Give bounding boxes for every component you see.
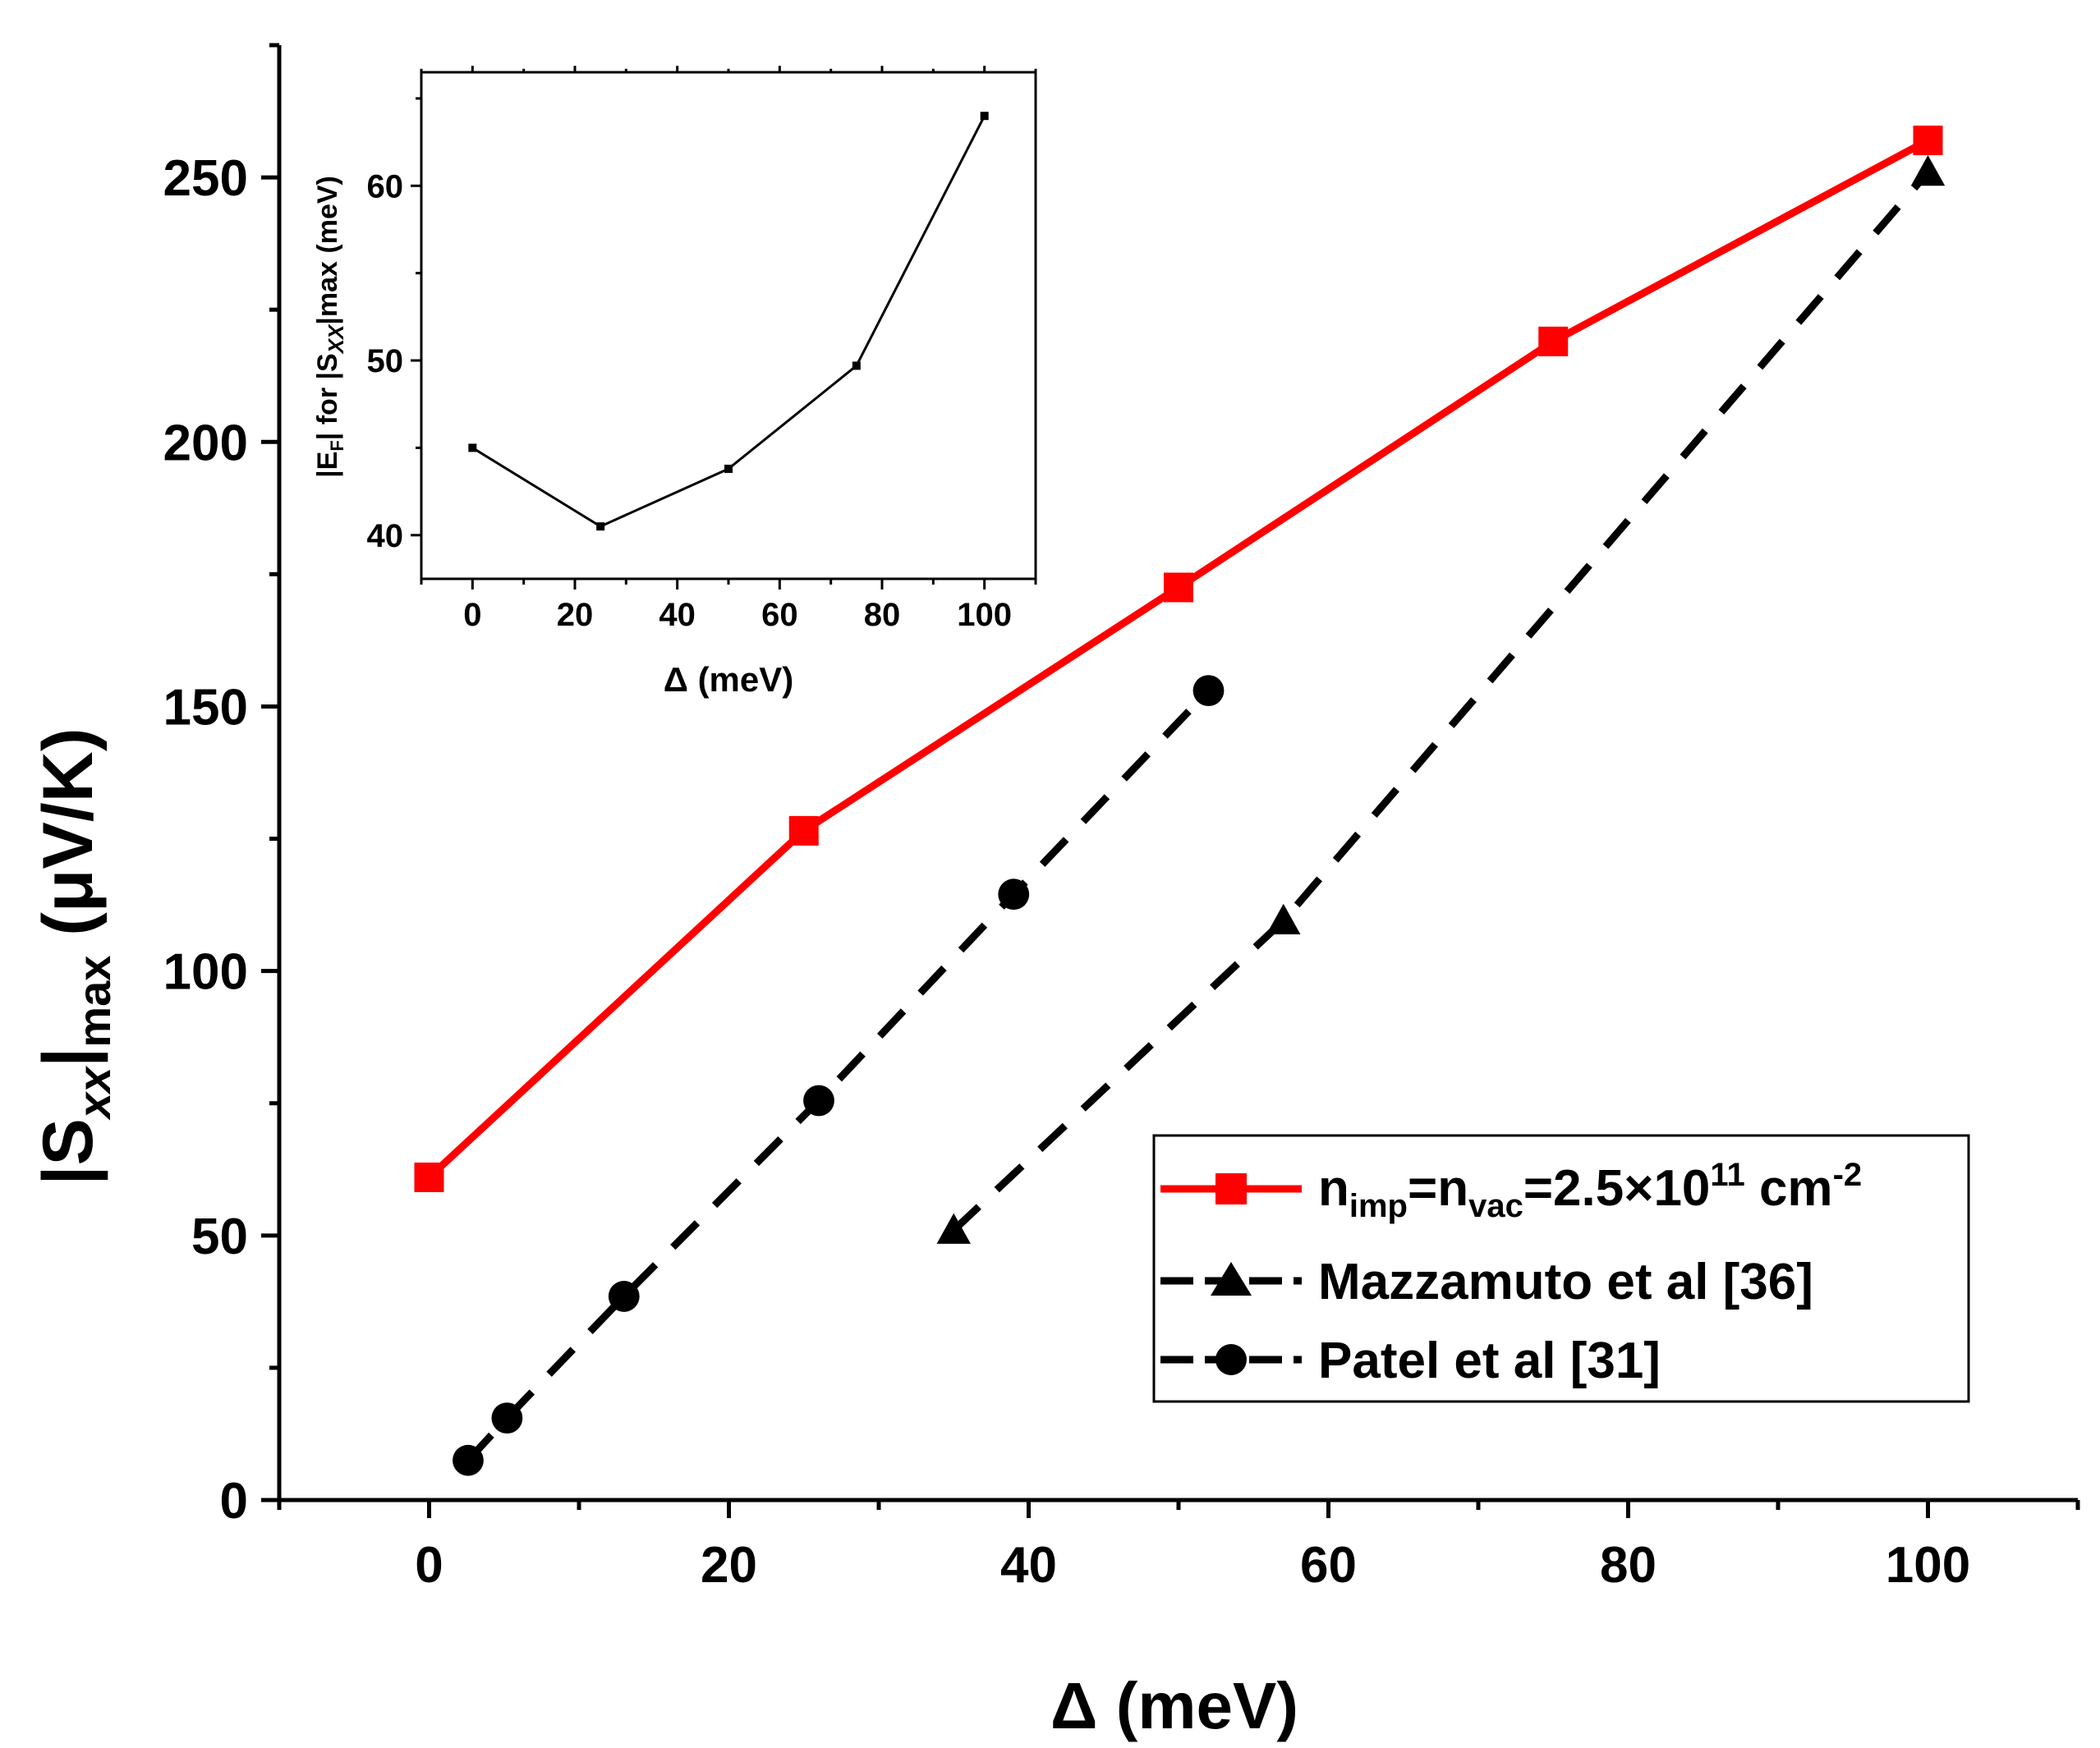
inset-x-tick-label: 100 — [957, 597, 1012, 633]
main-y-tick-label: 50 — [191, 1209, 248, 1265]
inset-x-tick-label: 40 — [659, 597, 696, 633]
main-y-tick-label: 250 — [163, 150, 248, 207]
main-series-1-point — [788, 815, 819, 846]
inset-axes: 0 20 40 60 80 100 40 50 60 — [367, 66, 1037, 633]
main-y-tick-label: 200 — [163, 415, 248, 471]
main-series-1-point — [414, 1162, 444, 1192]
main-y-tick-label: 100 — [163, 944, 248, 1001]
main-series — [414, 125, 1946, 1476]
inset-x-tick-label: 20 — [557, 597, 594, 633]
main-series-1-point — [1913, 125, 1943, 155]
inset-series-1-point — [980, 112, 989, 121]
main-x-tick-label: 0 — [415, 1537, 443, 1594]
inset-series-1-point — [852, 361, 861, 370]
main-series-3-point — [998, 879, 1030, 911]
main-series-3-point — [803, 1085, 834, 1117]
main-y-tick-label: 150 — [163, 679, 248, 736]
main-series-3-point — [453, 1444, 484, 1476]
inset-series-1-point — [468, 443, 477, 452]
main-y-axis-title: |Sxx|max (μV/K) — [29, 727, 120, 1185]
inset-series — [468, 112, 989, 531]
main-x-tick-label: 40 — [1000, 1537, 1057, 1594]
legend-label-series-1: nimp=nvac=2.5×1011 cm-2 — [1318, 1157, 1862, 1224]
legend-marker-series-2 — [1211, 1262, 1252, 1296]
inset-x-tick-label: 80 — [864, 597, 901, 633]
inset-y-tick-label: 50 — [367, 343, 404, 379]
inset-y-axis-title: |EF| for |SXX|max (meV) — [312, 176, 348, 478]
main-series-1-point — [1164, 572, 1193, 603]
main-series-2-point — [1910, 154, 1946, 186]
main-series-3-point — [1192, 675, 1225, 707]
legend-label-series-3: Patel et al [31] — [1318, 1333, 1661, 1389]
main-series-3-line — [465, 688, 1211, 1463]
inset-y-tick-label: 40 — [367, 518, 404, 554]
main-x-axis-title: Δ (meV) — [1050, 1669, 1298, 1742]
main-series-2-point — [1266, 903, 1301, 934]
inset-x-axis-title: Δ (meV) — [664, 660, 794, 699]
inset-series-1-point — [724, 464, 733, 473]
main-series-1-point — [1538, 326, 1569, 356]
legend: nimp=nvac=2.5×1011 cm-2 Mazzamuto et al … — [1152, 1134, 1970, 1403]
main-x-tick-label: 60 — [1300, 1537, 1357, 1594]
main-x-tick-label: 20 — [701, 1537, 757, 1594]
main-x-tick-label: 100 — [1886, 1537, 1970, 1594]
inset-y-tick-label: 60 — [367, 168, 404, 204]
main-x-tick-label: 80 — [1600, 1537, 1657, 1594]
legend-marker-series-1 — [1215, 1173, 1247, 1204]
main-y-tick-label: 0 — [220, 1473, 248, 1530]
inset-series-1-point — [596, 522, 605, 531]
main-series-3-point — [491, 1402, 523, 1434]
inset-x-tick-label: 60 — [761, 597, 798, 633]
legend-label-series-2: Mazzamuto et al [36] — [1318, 1254, 1813, 1310]
legend-marker-series-3 — [1215, 1344, 1247, 1375]
inset-x-tick-label: 0 — [463, 597, 481, 633]
main-series-3-point — [608, 1281, 640, 1312]
main-series-2-line — [951, 169, 1931, 1233]
inset-background — [421, 72, 1036, 579]
main-series-2-point — [936, 1213, 971, 1244]
legend-box — [1152, 1134, 1970, 1403]
